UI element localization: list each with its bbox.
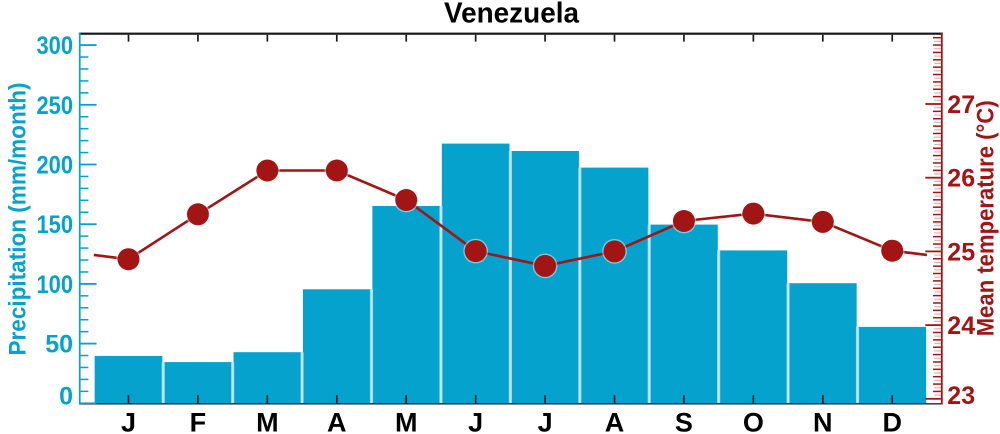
svg-text:150: 150 [37,211,74,239]
svg-text:A: A [605,407,625,434]
svg-text:200: 200 [37,152,74,180]
svg-text:24: 24 [947,312,975,340]
svg-text:300: 300 [37,32,74,60]
svg-text:26: 26 [947,165,975,193]
svg-text:Mean temperature (°C): Mean temperature (°C) [973,100,1000,336]
svg-text:100: 100 [37,271,74,299]
svg-text:0: 0 [59,383,73,411]
svg-text:O: O [743,407,764,434]
svg-text:27: 27 [947,91,975,119]
svg-text:D: D [882,407,902,434]
svg-text:N: N [813,407,833,434]
svg-text:M: M [395,407,418,434]
svg-text:A: A [327,407,347,434]
svg-text:50: 50 [45,331,73,359]
svg-text:J: J [121,407,136,434]
svg-text:25: 25 [947,238,975,266]
svg-text:Venezuela: Venezuela [444,0,580,30]
svg-text:J: J [468,407,483,434]
svg-text:M: M [256,407,279,434]
svg-text:J: J [538,407,553,434]
svg-text:23: 23 [947,382,975,410]
svg-text:250: 250 [37,92,74,120]
svg-text:Precipitation (mm/month): Precipitation (mm/month) [5,83,32,356]
svg-text:S: S [675,407,693,434]
svg-text:F: F [190,407,207,434]
